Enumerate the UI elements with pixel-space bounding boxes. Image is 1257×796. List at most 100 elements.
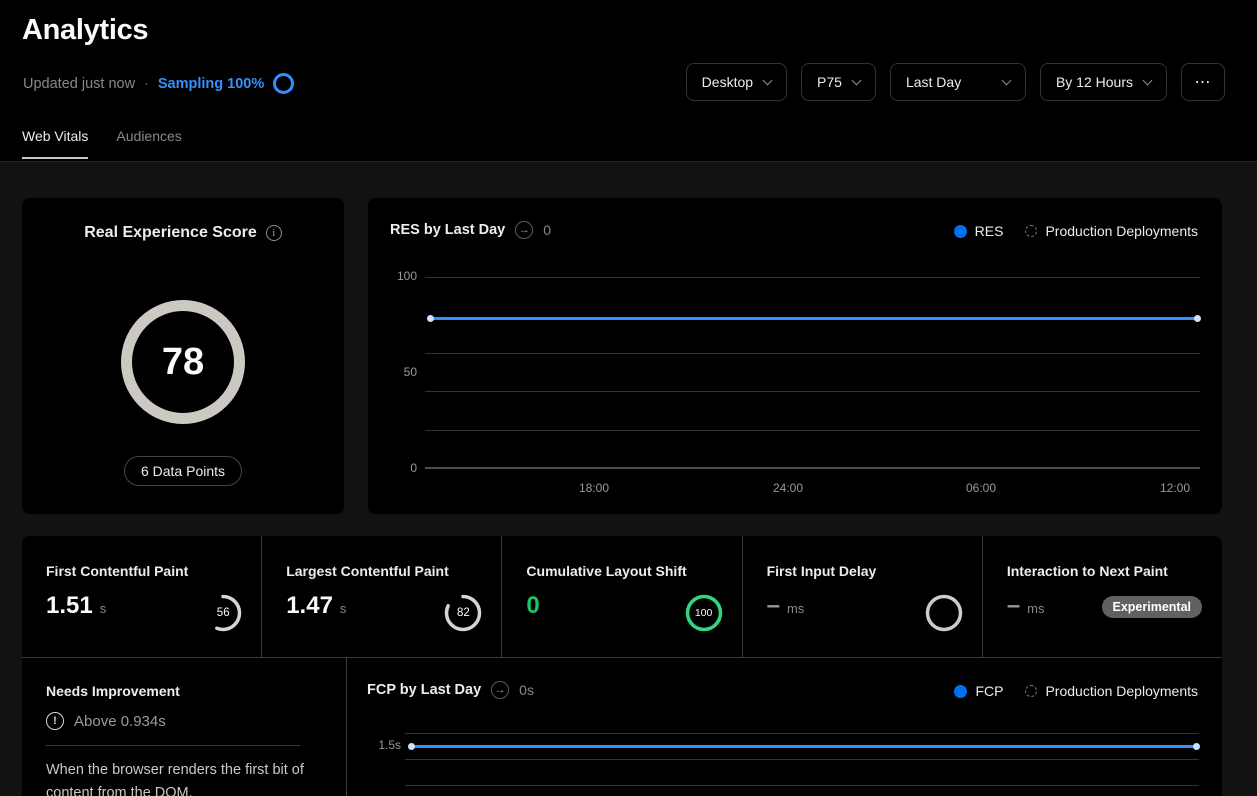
fcp-chart-header: FCP by Last Day → 0s: [367, 681, 534, 699]
arrow-right-circle-icon[interactable]: →: [515, 221, 534, 239]
res-chart-legend: RES Production Deployments: [953, 223, 1198, 239]
metric-title: Largest Contentful Paint: [286, 563, 449, 579]
device-select[interactable]: Desktop: [685, 63, 788, 101]
gridline: [425, 353, 1200, 354]
legend-item-res[interactable]: RES: [953, 223, 1004, 239]
fcp-chart-card: FCP by Last Day → 0s FCP Production Depl…: [347, 658, 1222, 796]
tab-web-vitals[interactable]: Web Vitals: [22, 128, 89, 159]
more-options-button[interactable]: ⋯: [1181, 63, 1225, 101]
metric-value: –: [766, 592, 780, 619]
arrow-right-circle-icon[interactable]: →: [491, 681, 510, 699]
score-card-header: Real Experience Score i: [22, 224, 344, 242]
status-row: Updated just now · Sampling 100%: [23, 73, 295, 94]
y-tick: 50: [403, 365, 417, 379]
chevron-down-icon: [1142, 75, 1153, 85]
data-points-button[interactable]: 6 Data Points: [123, 456, 243, 486]
device-select-value: Desktop: [701, 74, 754, 90]
chevron-down-icon: [762, 75, 773, 85]
fcp-chart-title: FCP by Last Day: [367, 682, 482, 698]
chevron-down-icon: [851, 75, 862, 85]
metric-largest-contentful-paint[interactable]: Largest Contentful Paint 1.47 s 82: [261, 536, 501, 657]
series-endpoint-dot: [408, 743, 415, 750]
sampling-ring-icon: [273, 73, 295, 94]
legend-item-production-deployments[interactable]: Production Deployments: [1025, 683, 1198, 699]
fid-empty-gauge: [924, 593, 964, 633]
dot-separator: ·: [144, 75, 149, 92]
metric-title: Interaction to Next Paint: [1006, 563, 1168, 579]
time-range-select-value: Last Day: [905, 74, 962, 90]
metric-title: First Contentful Paint: [46, 563, 189, 579]
insight-description: When the browser renders the first bit o…: [46, 762, 304, 796]
metric-interaction-to-next-paint[interactable]: Interaction to Next Paint – ms Experimen…: [981, 536, 1222, 657]
fcp-series-line: [411, 745, 1197, 748]
tab-audiences[interactable]: Audiences: [116, 128, 182, 144]
metric-unit: ms: [786, 601, 805, 616]
percentile-select-value: P75: [817, 74, 842, 90]
metric-value: 1.51: [46, 592, 93, 619]
metric-cumulative-layout-shift[interactable]: Cumulative Layout Shift 0 100: [501, 536, 741, 657]
score-card-title: Real Experience Score: [84, 224, 257, 241]
alert-circle-icon: !: [46, 712, 64, 730]
metric-unit: ms: [1027, 601, 1045, 616]
dashed-circle-icon: [1025, 685, 1038, 697]
x-axis-line: [425, 467, 1200, 469]
filled-dot-icon: [953, 224, 967, 238]
insight-panel: Needs Improvement ! Above 0.934s When th…: [22, 658, 347, 796]
res-chart-title: RES by Last Day: [390, 222, 506, 238]
web-vitals-detail-card: First Contentful Paint 1.51 s 56 Largest…: [22, 536, 1222, 796]
metric-first-contentful-paint[interactable]: First Contentful Paint 1.51 s 56: [22, 536, 261, 657]
info-icon[interactable]: i: [265, 225, 282, 241]
gridline: [405, 733, 1199, 734]
interval-select[interactable]: By 12 Hours: [1039, 63, 1167, 101]
fcp-score-gauge: 56: [203, 593, 243, 633]
ellipsis-icon: ⋯: [1194, 74, 1212, 91]
res-series-line: [430, 317, 1198, 320]
gridline: [405, 785, 1199, 786]
score-gauge-ring: 78: [121, 300, 245, 424]
series-endpoint-dot: [1193, 743, 1200, 750]
metric-title: Cumulative Layout Shift: [526, 563, 687, 579]
x-tick: 18:00: [578, 481, 610, 495]
divider: [46, 745, 300, 746]
metric-title: First Input Delay: [766, 563, 877, 579]
series-endpoint-dot: [1194, 315, 1201, 322]
main-content: Real Experience Score i 78 6 Data Points…: [0, 161, 1257, 796]
x-tick: 06:00: [965, 481, 997, 495]
real-experience-score-card: Real Experience Score i 78 6 Data Points: [22, 198, 344, 514]
chevron-down-icon: [1001, 75, 1012, 85]
res-delta-value: 0: [543, 222, 552, 238]
gauge-score: 100: [694, 607, 713, 619]
sampling-link[interactable]: Sampling 100%: [157, 75, 265, 92]
score-value: 78: [161, 340, 205, 383]
metric-value: 0: [526, 592, 540, 619]
fcp-delta-value: 0s: [519, 682, 534, 698]
x-tick: 24:00: [772, 481, 804, 495]
updated-text: Updated just now: [23, 75, 136, 92]
legend-label: RES: [974, 223, 1004, 239]
metric-unit: s: [339, 601, 347, 616]
metric-value: –: [1006, 592, 1021, 619]
toolbar: Desktop P75 Last Day By 12 Hours ⋯: [685, 63, 1225, 101]
gridline: [425, 277, 1200, 278]
gauge-score: 56: [216, 607, 230, 619]
legend-label: FCP: [975, 683, 1004, 699]
res-chart-card: RES by Last Day → 0 RES Production Deplo…: [368, 198, 1222, 514]
y-tick: 100: [396, 269, 417, 283]
fcp-chart-legend: FCP Production Deployments: [954, 683, 1198, 699]
legend-item-fcp[interactable]: FCP: [954, 683, 1003, 699]
percentile-select[interactable]: P75: [801, 63, 876, 101]
y-tick: 1.5s: [378, 738, 401, 752]
metric-first-input-delay[interactable]: First Input Delay – ms: [741, 536, 982, 657]
time-range-select[interactable]: Last Day: [889, 63, 1026, 101]
x-tick: 12:00: [1159, 481, 1191, 495]
cls-score-gauge: 100: [684, 593, 724, 633]
metrics-row: First Contentful Paint 1.51 s 56 Largest…: [22, 536, 1222, 658]
legend-item-production-deployments[interactable]: Production Deployments: [1025, 223, 1198, 239]
metric-value: 1.47: [286, 592, 333, 619]
y-tick: 0: [410, 461, 417, 475]
fcp-detail-row: Needs Improvement ! Above 0.934s When th…: [22, 658, 1222, 796]
metric-unit: s: [99, 601, 107, 616]
res-chart-header: RES by Last Day → 0: [390, 221, 551, 239]
dashed-circle-icon: [1025, 225, 1038, 237]
